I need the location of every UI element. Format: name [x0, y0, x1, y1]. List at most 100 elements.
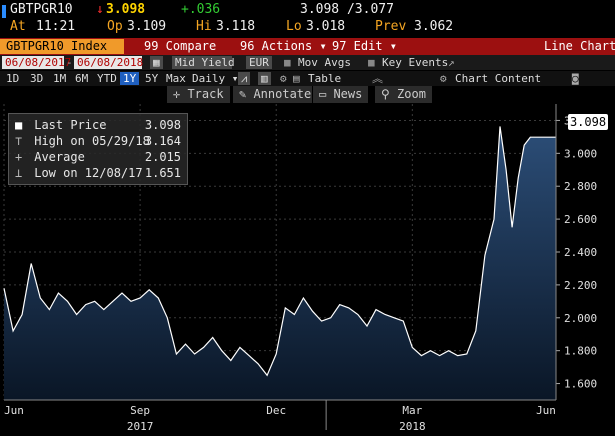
prev-value: 3.062	[414, 19, 454, 34]
date-dash: -	[66, 56, 73, 69]
y-tick-label: 2.000	[564, 312, 597, 325]
legend-last-label: Last Price	[34, 118, 107, 132]
range-6m[interactable]: 6M	[75, 72, 89, 85]
legend-average-label: Average	[34, 150, 85, 164]
date-controls: 06/08/2017 - 06/08/2018 ▦ Mid Yield EUR …	[0, 55, 615, 70]
news-label: News	[333, 87, 363, 101]
price-line	[3, 126, 556, 377]
price-area	[4, 126, 556, 401]
annotate-button[interactable]: ✎ Annotate	[232, 86, 318, 103]
line-chart-icon[interactable]: ⩘	[238, 72, 251, 85]
menu-bar: GBTPGR10 Index 99 Compare 96 Actions ▾ 9…	[0, 38, 615, 55]
track-label: Track	[187, 87, 224, 101]
news-icon: ▭	[319, 87, 334, 101]
low-marker-icon: ⊥	[15, 166, 23, 180]
security-index-box[interactable]: GBTPGR10 Index	[0, 39, 124, 54]
last-price: 3.098	[106, 2, 146, 17]
chart-legend[interactable]: ■ Last Price 3.098 ⊤ High on 05/29/18 3.…	[8, 113, 188, 185]
down-arrow-icon: ↓	[96, 2, 104, 17]
average-marker-icon: +	[15, 150, 23, 164]
quote-stats: At 11:21 Op 3.109 Hi 3.118 Lo 3.018 Prev…	[0, 19, 615, 35]
quote-time: 11:21	[36, 19, 76, 34]
annotate-label: Annotate	[253, 87, 312, 101]
calendar-icon[interactable]: ▦	[150, 56, 163, 69]
x-tick-label: Jun	[536, 404, 556, 417]
prev-label: Prev	[375, 19, 407, 34]
start-date-input[interactable]: 06/08/2017	[2, 56, 71, 69]
key-events-label[interactable]: Key Events	[382, 56, 449, 69]
low-label: Lo	[286, 19, 302, 34]
track-button[interactable]: ✛ Track	[166, 86, 230, 103]
end-date-input[interactable]: 06/08/2018	[74, 56, 143, 69]
camera-icon[interactable]: ◙	[572, 72, 579, 85]
legend-low-value: 1.651	[144, 166, 181, 180]
expand-icon[interactable]: ↗	[448, 56, 455, 69]
y-tick-label: 2.200	[564, 279, 597, 292]
x-axis: Jun Sep Dec Mar Jun 2017 2018	[4, 399, 556, 433]
last-price-tag: 3.098	[568, 114, 608, 130]
field-select[interactable]: Mid Yield	[172, 56, 235, 69]
legend-low: ⊥ Low on 12/08/17 1.651	[15, 166, 185, 180]
range-1y[interactable]: 1Y	[120, 72, 140, 85]
ticker[interactable]: GBTPGR10	[10, 2, 73, 17]
legend-high-label: High on 05/29/18	[34, 134, 150, 148]
range-3d[interactable]: 3D	[30, 72, 44, 85]
y-tick-label: 1.600	[564, 378, 597, 391]
high-marker-icon: ⊤	[15, 134, 23, 148]
chart-content-label[interactable]: Chart Content	[455, 72, 542, 85]
x-tick-label: Jun	[4, 404, 24, 417]
low-value: 3.018	[306, 19, 346, 34]
bar-chart-icon[interactable]: ▥	[258, 72, 271, 85]
key-events-checkbox[interactable]: ■	[368, 56, 375, 69]
net-change: +.036	[181, 2, 221, 17]
y-tick-label: 2.800	[564, 180, 597, 193]
edit-menu[interactable]: 97 Edit ▾	[332, 39, 398, 53]
year-label: 2017	[127, 420, 154, 433]
news-button[interactable]: ▭ News	[312, 86, 369, 103]
year-label: 2018	[399, 420, 426, 433]
actions-menu[interactable]: 96 Actions ▾	[240, 39, 327, 53]
high-value: 3.118	[216, 19, 256, 34]
legend-high: ⊤ High on 05/29/18 3.164	[15, 134, 185, 148]
range-5y[interactable]: 5Y	[145, 72, 159, 85]
mov-avgs-label[interactable]: Mov Avgs	[298, 56, 351, 69]
mov-avgs-checkbox[interactable]: ■	[284, 56, 291, 69]
range-max[interactable]: Max	[166, 72, 186, 85]
legend-high-value: 3.164	[144, 134, 181, 148]
table-icon[interactable]: ▤	[293, 72, 300, 85]
magnifier-icon: ⚲	[381, 87, 398, 101]
currency-select[interactable]: EUR	[246, 56, 272, 69]
view-title: Line Chart	[544, 39, 615, 53]
collapse-icon[interactable]: ︽	[372, 72, 383, 85]
pencil-icon: ✎	[239, 87, 254, 101]
open-label: Op	[107, 19, 123, 34]
legend-last-value: 3.098	[144, 118, 181, 132]
y-tick-label: 2.600	[564, 213, 597, 226]
white-square-icon: ■	[15, 118, 23, 132]
range-1m[interactable]: 1M	[53, 72, 67, 85]
legend-average: + Average 2.015	[15, 150, 185, 164]
settings-icon[interactable]: ⚙	[280, 72, 287, 85]
compare-menu[interactable]: 99 Compare	[144, 39, 217, 53]
legend-average-value: 2.015	[144, 150, 181, 164]
x-tick-label: Dec	[266, 404, 286, 417]
y-tick-label: 2.400	[564, 246, 597, 259]
legend-last-price: ■ Last Price 3.098	[15, 118, 185, 132]
legend-low-label: Low on 12/08/17	[34, 166, 143, 180]
zoom-button[interactable]: ⚲ Zoom	[374, 86, 432, 103]
range-controls: 1D 3D 1M 6M YTD 1Y 5Y Max Daily ▾ ⩘ ▥ ⚙ …	[0, 71, 615, 86]
zoom-label: Zoom	[397, 87, 426, 101]
x-tick-label: Sep	[130, 404, 150, 417]
chart-toolbar: ✛ Track ✎ Annotate ▭ News ⚲ Zoom	[0, 86, 615, 103]
range-1d[interactable]: 1D	[6, 72, 20, 85]
at-label: At	[10, 19, 26, 34]
chart-content-icon[interactable]: ⚙	[440, 72, 447, 85]
frequency-select[interactable]: Daily ▾	[192, 72, 239, 85]
security-color-bar	[2, 5, 6, 18]
y-tick-label: 3.000	[564, 147, 597, 160]
high-label: Hi	[196, 19, 212, 34]
range-ytd[interactable]: YTD	[97, 72, 117, 85]
quote-header: GBTPGR10 ↓ 3.098 +.036 3.098 /3.077	[0, 2, 615, 18]
crosshair-icon: ✛	[173, 87, 188, 101]
table-label[interactable]: Table	[308, 72, 342, 85]
